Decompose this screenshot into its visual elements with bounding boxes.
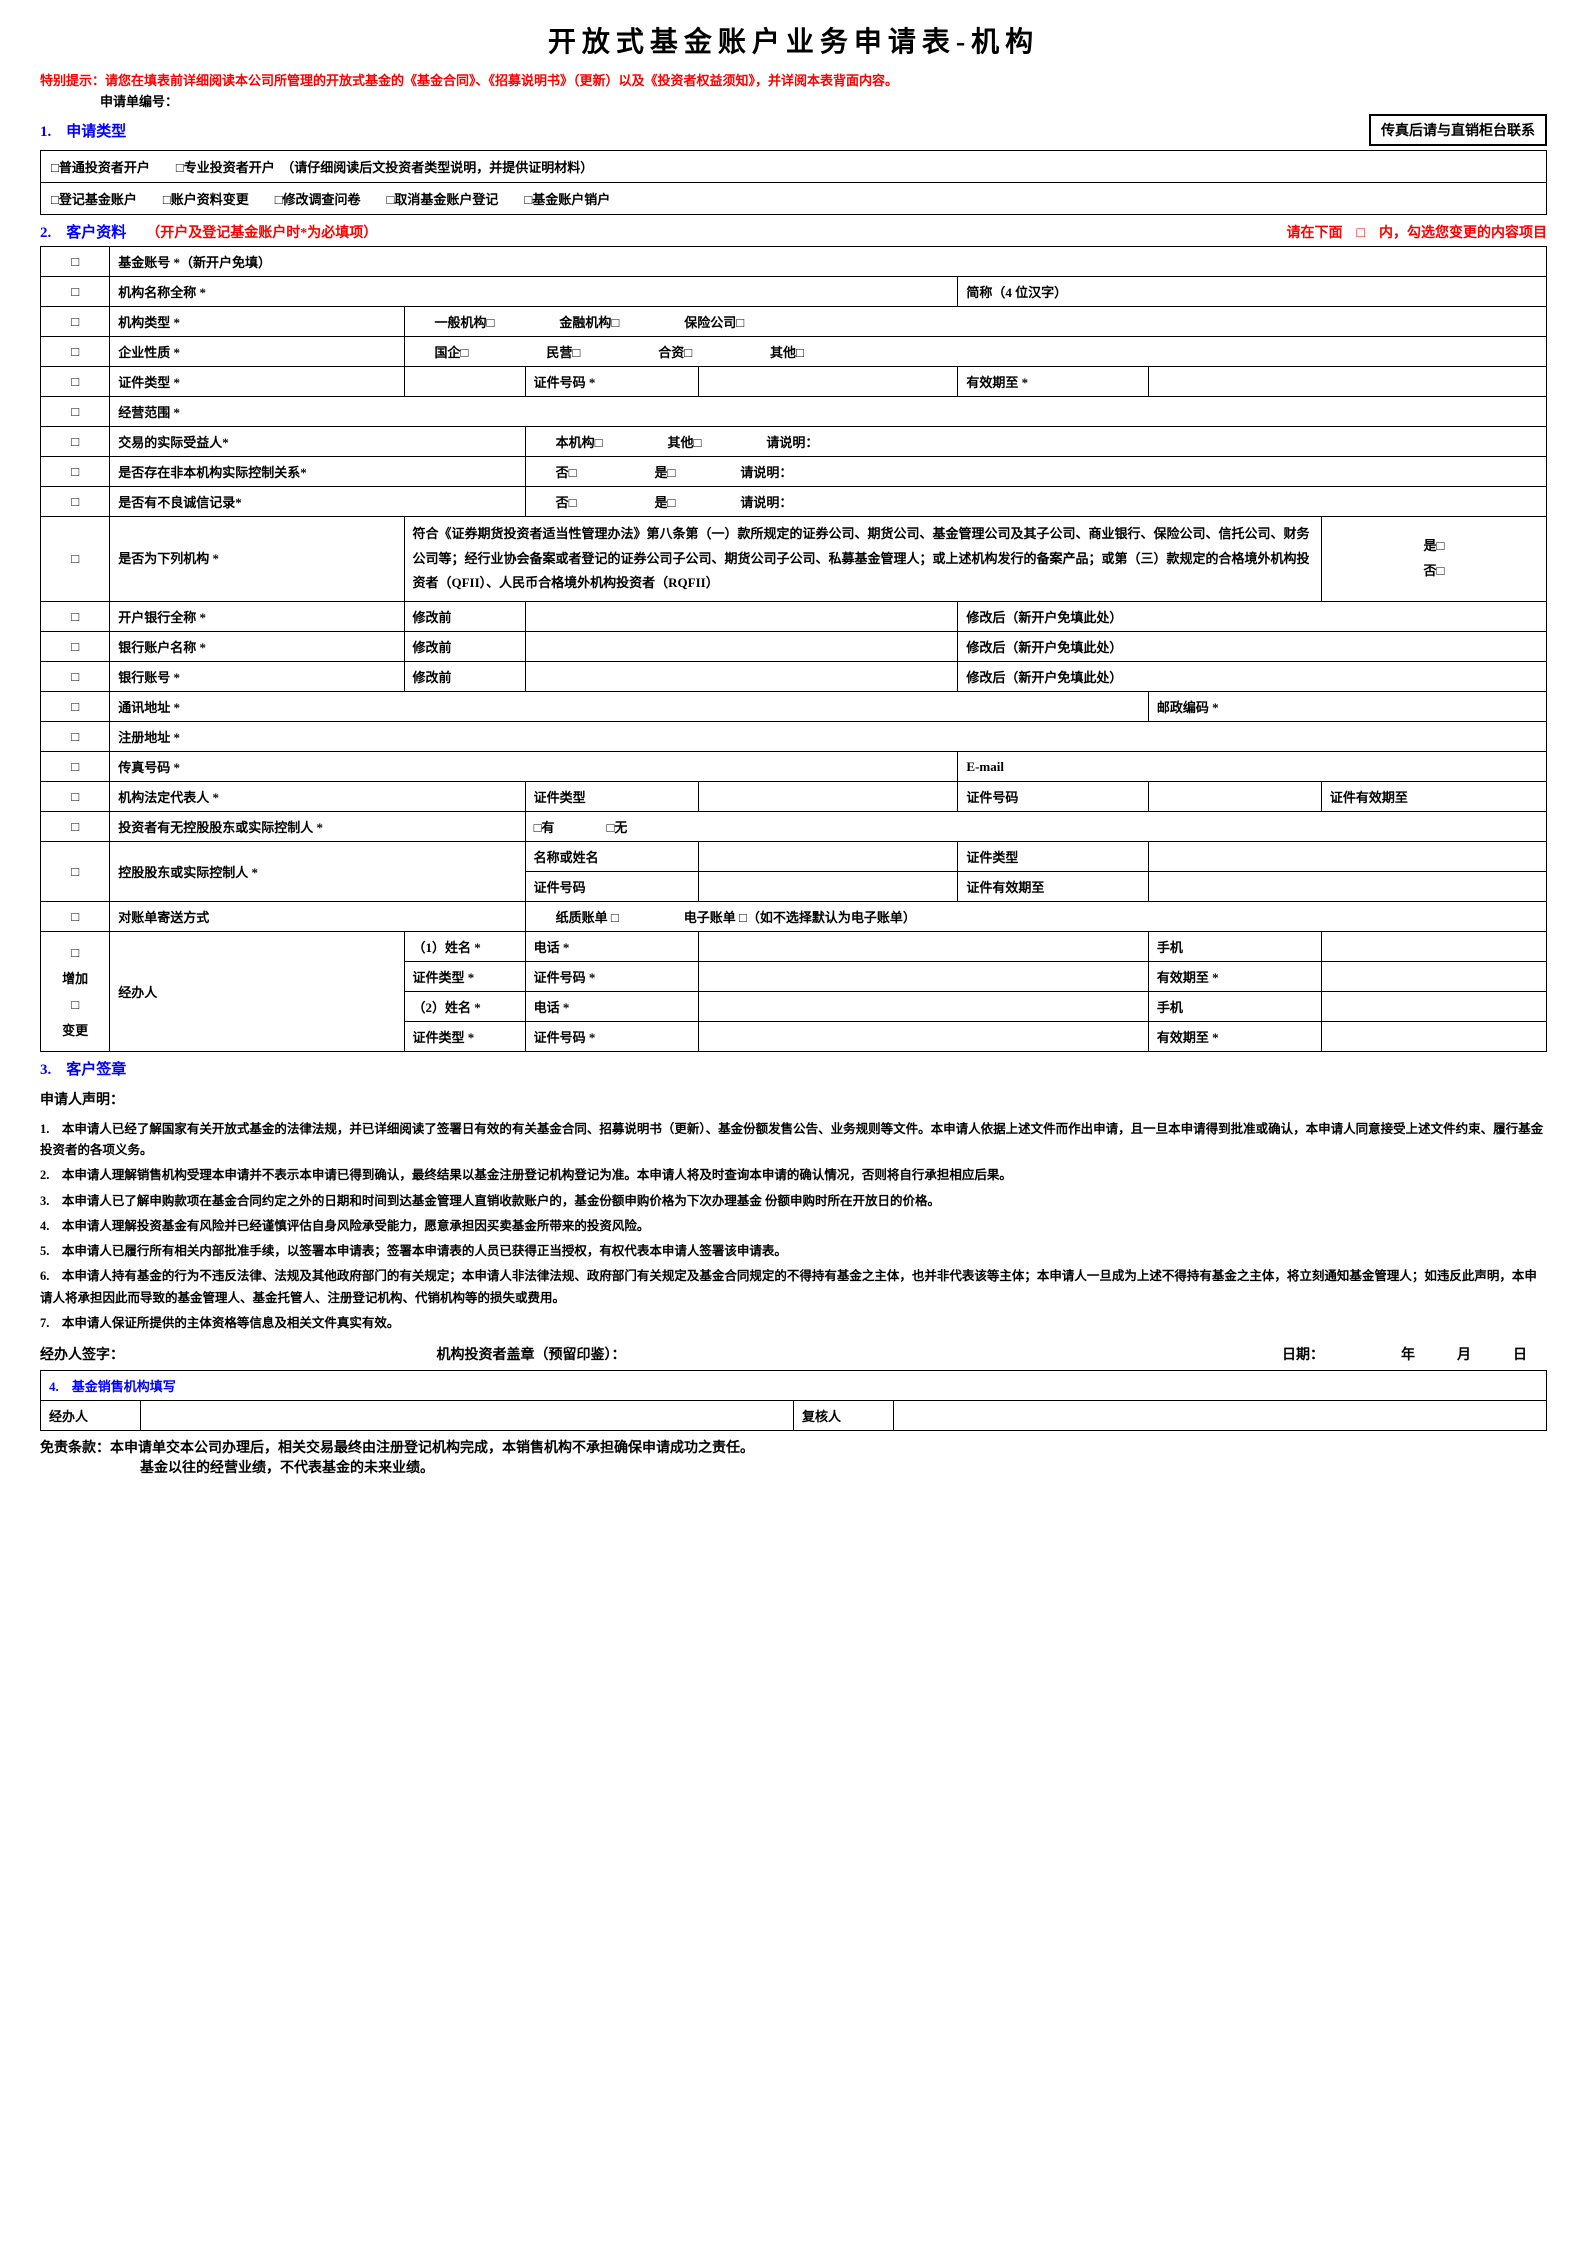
fax-note-box: 传真后请与直销柜台联系 — [1369, 114, 1547, 146]
declaration-item: 7. 本申请人保证所提供的主体资格等信息及相关文件真实有效。 — [40, 1313, 1547, 1334]
date-label: 日期： 年 月 日 — [1097, 1344, 1547, 1364]
type-row-1[interactable]: □普通投资者开户 □专业投资者开户 （请仔细阅读后文投资者类型说明，并提供证明材… — [41, 151, 1547, 183]
declaration-item: 4. 本申请人理解投资基金有风险并已经谨慎评估自身风险承受能力，愿意承担因买卖基… — [40, 1216, 1547, 1237]
customer-info-table: □基金账号 *（新开户免填） □机构名称全称 *简称（4 位汉字） □机构类型 … — [40, 246, 1547, 1052]
declaration-title: 申请人声明： — [40, 1089, 1547, 1113]
page-title: 开放式基金账户业务申请表-机构 — [40, 20, 1547, 60]
section-2-header: 2. 客户资料 （开户及登记基金账户时*为必填项） 请在下面 □ 内，勾选您变更… — [40, 221, 1547, 242]
section-4-table: 4. 基金销售机构填写 经办人 复核人 — [40, 1370, 1547, 1431]
disclaimer-line-2: 基金以往的经营业绩，不代表基金的未来业绩。 — [40, 1457, 1547, 1477]
declaration-item: 3. 本申请人已了解申购款项在基金合同约定之外的日期和时间到达基金管理人直销收款… — [40, 1191, 1547, 1212]
declaration-item: 5. 本申请人已履行所有相关内部批准手续，以签署本申请表；签署本申请表的人员已获… — [40, 1241, 1547, 1262]
s4-reviewer-label: 复核人 — [794, 1401, 894, 1431]
signature-line: 经办人签字： 机构投资者盖章（预留印鉴）： 日期： 年 月 日 — [40, 1344, 1547, 1364]
declaration-block: 申请人声明： 1. 本申请人已经了解国家有关开放式基金的法律法规，并已详细阅读了… — [40, 1089, 1547, 1334]
type-row-2[interactable]: □登记基金账户 □账户资料变更 □修改调查问卷 □取消基金账户登记 □基金账户销… — [41, 183, 1547, 215]
section-1-header: 1. 申请类型 传真后请与直销柜台联系 — [40, 114, 1547, 146]
declaration-item: 1. 本申请人已经了解国家有关开放式基金的法律法规，并已详细阅读了签署日有效的有… — [40, 1119, 1547, 1162]
declaration-item: 2. 本申请人理解销售机构受理本申请并不表示本申请已得到确认，最终结果以基金注册… — [40, 1165, 1547, 1186]
declaration-item: 6. 本申请人持有基金的行为不违反法律、法规及其他政府部门的有关规定；本申请人非… — [40, 1266, 1547, 1309]
disclaimer-line-1: 免责条款：本申请单交本公司办理后，相关交易最终由注册登记机构完成，本销售机构不承… — [40, 1437, 1547, 1457]
section-3-header: 3. 客户签章 — [40, 1058, 1547, 1079]
handler-sign-label: 经办人签字： — [40, 1344, 437, 1364]
seal-label: 机构投资者盖章（预留印鉴）： — [437, 1344, 1098, 1364]
special-notice: 特别提示：请您在填表前详细阅读本公司所管理的开放式基金的《基金合同》、《招募说明… — [40, 70, 1547, 89]
application-type-table: □普通投资者开户 □专业投资者开户 （请仔细阅读后文投资者类型说明，并提供证明材… — [40, 150, 1547, 215]
s4-handler-label: 经办人 — [41, 1401, 141, 1431]
form-number-label: 申请单编号： — [40, 91, 1547, 110]
